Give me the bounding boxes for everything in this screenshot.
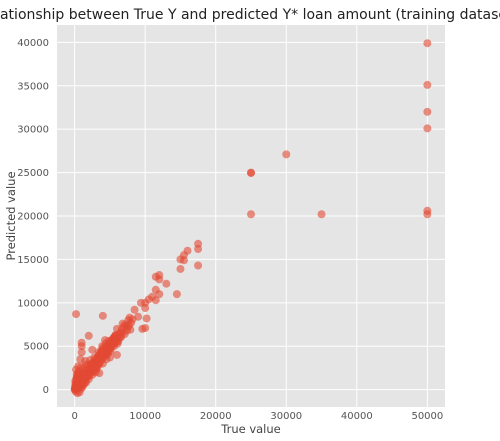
data-point bbox=[112, 324, 121, 333]
data-point bbox=[317, 210, 326, 219]
y-tick-label: 15000 bbox=[17, 255, 49, 266]
y-tick-label: 35000 bbox=[17, 81, 49, 92]
x-tick-label: 50000 bbox=[411, 411, 443, 422]
data-point bbox=[172, 290, 181, 299]
data-point bbox=[423, 39, 432, 48]
data-point bbox=[247, 210, 255, 219]
data-points bbox=[70, 39, 432, 398]
x-tick-label: 30000 bbox=[270, 411, 302, 422]
data-point bbox=[81, 378, 90, 387]
data-point bbox=[124, 321, 133, 330]
x-tick-label: 40000 bbox=[341, 411, 373, 422]
y-tick-label: 25000 bbox=[17, 168, 49, 179]
y-tick-label: 20000 bbox=[17, 212, 49, 223]
data-point bbox=[162, 279, 171, 288]
data-point bbox=[155, 290, 164, 299]
x-tick-label: 10000 bbox=[129, 411, 161, 422]
data-point bbox=[282, 150, 291, 159]
x-tick-label: 20000 bbox=[200, 411, 232, 422]
data-point bbox=[194, 261, 203, 270]
data-point bbox=[136, 298, 145, 307]
data-point bbox=[138, 324, 147, 333]
y-tick-label: 30000 bbox=[17, 125, 49, 136]
data-point bbox=[423, 80, 432, 89]
y-tick-label: 5000 bbox=[24, 342, 49, 353]
data-point bbox=[423, 210, 432, 219]
y-tick-labels: 0 5000 10000 15000 20000 25000 30000 35000 40000 bbox=[17, 38, 49, 396]
data-point bbox=[179, 256, 188, 265]
y-axis-label: Predicted value bbox=[4, 171, 18, 260]
data-point bbox=[194, 244, 203, 253]
data-point bbox=[176, 264, 185, 273]
data-point bbox=[84, 331, 93, 340]
data-point bbox=[74, 367, 83, 376]
data-point bbox=[423, 107, 432, 116]
chart-title: relationship between True Y and predicte… bbox=[0, 7, 500, 23]
data-point bbox=[247, 169, 255, 178]
y-tick-label: 10000 bbox=[17, 298, 49, 309]
data-point bbox=[130, 305, 139, 314]
x-axis-label: True value bbox=[220, 422, 281, 436]
data-point bbox=[111, 336, 120, 345]
data-point bbox=[77, 342, 86, 351]
data-point bbox=[128, 315, 137, 324]
y-tick-label: 40000 bbox=[17, 38, 49, 49]
data-point bbox=[151, 272, 160, 281]
data-point bbox=[88, 345, 97, 354]
data-point bbox=[72, 310, 81, 319]
data-point bbox=[112, 350, 121, 359]
data-point bbox=[98, 311, 107, 320]
y-tick-label: 0 bbox=[43, 385, 49, 396]
data-point bbox=[142, 314, 151, 323]
x-tick-label: 0 bbox=[71, 411, 77, 422]
x-tick-labels: 0 10000 20000 30000 40000 50000 bbox=[71, 411, 443, 422]
data-point bbox=[77, 348, 86, 357]
data-point bbox=[76, 355, 85, 364]
data-point bbox=[423, 124, 432, 133]
data-point bbox=[151, 296, 160, 305]
